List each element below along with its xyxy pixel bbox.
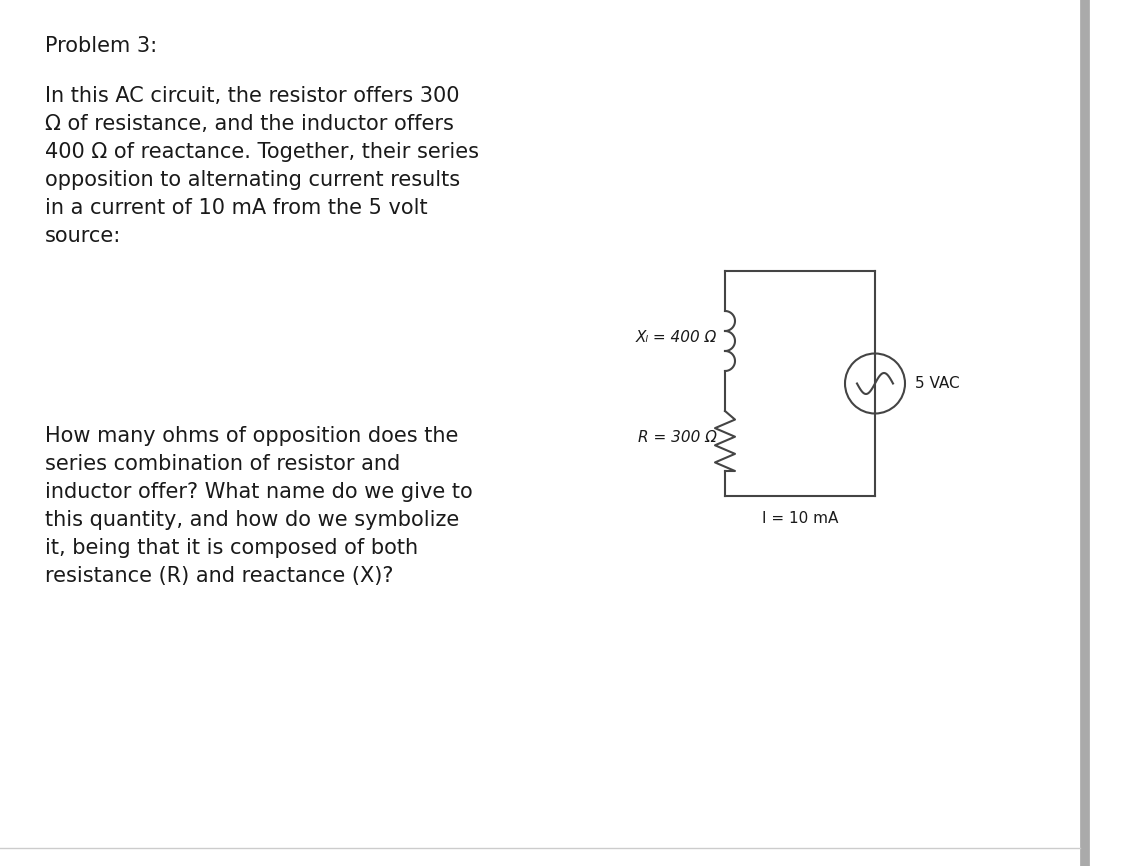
Text: How many ohms of opposition does the
series combination of resistor and
inductor: How many ohms of opposition does the ser…	[45, 426, 472, 586]
Text: Problem 3:: Problem 3:	[45, 36, 158, 56]
Text: In this AC circuit, the resistor offers 300
Ω of resistance, and the inductor of: In this AC circuit, the resistor offers …	[45, 86, 479, 246]
Text: I = 10 mA: I = 10 mA	[762, 511, 838, 526]
Text: R = 300 Ω: R = 300 Ω	[638, 430, 717, 444]
Text: Xₗ = 400 Ω: Xₗ = 400 Ω	[636, 329, 717, 345]
Text: 5 VAC: 5 VAC	[915, 376, 960, 391]
